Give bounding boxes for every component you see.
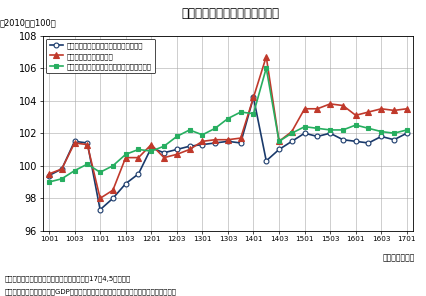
消費総合指数（内閣府） bbox=[110, 189, 115, 192]
消費総合指数（内閣府） bbox=[98, 197, 103, 200]
Line: 家計消費支出（除く持ち家の帰属家賃）: 家計消費支出（除く持ち家の帰属家賃） bbox=[46, 95, 409, 212]
家計消費支出（除く持ち家の帰属家賃） bbox=[289, 140, 294, 143]
消費総合指数（内閣府） bbox=[123, 156, 128, 160]
消費活動指数（日本銀行、旅行収支調整済） bbox=[251, 112, 256, 115]
家計消費支出（除く持ち家の帰属家賃） bbox=[264, 159, 269, 163]
家計消費支出（除く持ち家の帰属家賃） bbox=[85, 141, 90, 145]
消費総合指数（内閣府） bbox=[251, 96, 256, 99]
消費総合指数（内閣府） bbox=[72, 141, 77, 145]
Text: （注）消費総合指数、消費活動指数の直近は17年4,5月の平均: （注）消費総合指数、消費活動指数の直近は17年4,5月の平均 bbox=[4, 275, 130, 282]
家計消費支出（除く持ち家の帰属家賃） bbox=[315, 135, 320, 138]
消費活動指数（日本銀行、旅行収支調整済） bbox=[200, 133, 205, 136]
Line: 消費活動指数（日本銀行、旅行収支調整済）: 消費活動指数（日本銀行、旅行収支調整済） bbox=[46, 66, 409, 184]
家計消費支出（除く持ち家の帰属家賃） bbox=[187, 144, 192, 148]
家計消費支出（除く持ち家の帰属家賃） bbox=[46, 174, 52, 177]
消費活動指数（日本銀行、旅行収支調整済） bbox=[59, 177, 64, 181]
消費総合指数（内閣府） bbox=[391, 109, 397, 112]
消費活動指数（日本銀行、旅行収支調整済） bbox=[123, 153, 128, 156]
家計消費支出（除く持ち家の帰属家賃） bbox=[123, 182, 128, 186]
消費活動指数（日本銀行、旅行収支調整済） bbox=[366, 127, 371, 130]
消費総合指数（内閣府） bbox=[161, 156, 167, 160]
消費活動指数（日本銀行、旅行収支調整済） bbox=[110, 164, 115, 168]
消費活動指数（日本銀行、旅行収支調整済） bbox=[85, 163, 90, 166]
消費活動指数（日本銀行、旅行収支調整済） bbox=[149, 149, 154, 153]
家計消費支出（除く持ち家の帰属家賃） bbox=[59, 167, 64, 171]
消費総合指数（内閣府） bbox=[85, 143, 90, 147]
消費活動指数（日本銀行、旅行収支調整済） bbox=[315, 127, 320, 130]
消費総合指数（内閣府） bbox=[187, 148, 192, 151]
消費活動指数（日本銀行、旅行収支調整済） bbox=[46, 180, 52, 184]
消費総合指数（内閣府） bbox=[328, 102, 333, 106]
消費活動指数（日本銀行、旅行収支調整済） bbox=[289, 131, 294, 135]
消費活動指数（日本銀行、旅行収支調整済） bbox=[340, 128, 345, 132]
家計消費支出（除く持ち家の帰属家賃） bbox=[161, 151, 167, 155]
消費活動指数（日本銀行、旅行収支調整済） bbox=[302, 125, 307, 128]
消費総合指数（内閣府） bbox=[353, 114, 358, 117]
家計消費支出（除く持ち家の帰属家賃） bbox=[328, 131, 333, 135]
消費総合指数（内閣府） bbox=[379, 107, 384, 111]
家計消費支出（除く持ち家の帰属家賃） bbox=[213, 141, 218, 145]
家計消費支出（除く持ち家の帰属家賃） bbox=[404, 131, 409, 135]
家計消費支出（除く持ち家の帰属家賃） bbox=[149, 146, 154, 150]
消費活動指数（日本銀行、旅行収支調整済） bbox=[98, 170, 103, 174]
消費活動指数（日本銀行、旅行収支調整済） bbox=[328, 128, 333, 132]
家計消費支出（除く持ち家の帰属家賃） bbox=[72, 140, 77, 143]
消費活動指数（日本銀行、旅行収支調整済） bbox=[276, 140, 282, 143]
家計消費支出（除く持ち家の帰属家賃） bbox=[353, 140, 358, 143]
消費活動指数（日本銀行、旅行収支調整済） bbox=[72, 169, 77, 172]
消費総合指数（内閣府） bbox=[315, 107, 320, 111]
消費総合指数（内閣府） bbox=[225, 138, 230, 141]
家計消費支出（除く持ち家の帰属家賃） bbox=[340, 138, 345, 141]
消費活動指数（日本銀行、旅行収支調整済） bbox=[187, 128, 192, 132]
家計消費支出（除く持ち家の帰属家賃） bbox=[391, 138, 397, 141]
家計消費支出（除く持ち家の帰属家賃） bbox=[366, 141, 371, 145]
消費総合指数（内閣府） bbox=[200, 140, 205, 143]
家計消費支出（除く持ち家の帰属家賃） bbox=[379, 135, 384, 138]
家計消費支出（除く持ち家の帰属家賃） bbox=[251, 96, 256, 99]
消費活動指数（日本銀行、旅行収支調整済） bbox=[238, 110, 243, 114]
消費総合指数（内閣府） bbox=[136, 156, 141, 160]
消費活動指数（日本銀行、旅行収支調整済） bbox=[379, 130, 384, 133]
家計消費支出（除く持ち家の帰属家賃） bbox=[136, 172, 141, 176]
Text: （2010年＝100）: （2010年＝100） bbox=[0, 19, 57, 28]
消費活動指数（日本銀行、旅行収支調整済） bbox=[213, 127, 218, 130]
消費活動指数（日本銀行、旅行収支調整済） bbox=[136, 148, 141, 151]
家計消費支出（除く持ち家の帰属家賃） bbox=[302, 131, 307, 135]
家計消費支出（除く持ち家の帰属家賃） bbox=[174, 148, 179, 151]
消費活動指数（日本銀行、旅行収支調整済） bbox=[264, 66, 269, 70]
消費活動指数（日本銀行、旅行収支調整済） bbox=[391, 131, 397, 135]
家計消費支出（除く持ち家の帰属家賃） bbox=[98, 208, 103, 212]
消費活動指数（日本銀行、旅行収支調整済） bbox=[404, 128, 409, 132]
消費総合指数（内閣府） bbox=[404, 107, 409, 111]
家計消費支出（除く持ち家の帰属家賃） bbox=[110, 197, 115, 200]
消費総合指数（内閣府） bbox=[149, 143, 154, 147]
消費活動指数（日本銀行、旅行収支調整済） bbox=[225, 117, 230, 120]
消費総合指数（内閣府） bbox=[276, 140, 282, 143]
消費総合指数（内閣府） bbox=[46, 172, 52, 176]
Legend: 家計消費支出（除く持ち家の帰属家賃）, 消費総合指数（内閣府）, 消費活動指数（日本銀行、旅行収支調整済）: 家計消費支出（除く持ち家の帰属家賃）, 消費総合指数（内閣府）, 消費活動指数（… bbox=[46, 39, 155, 73]
消費総合指数（内閣府） bbox=[340, 104, 345, 107]
消費活動指数（日本銀行、旅行収支調整済） bbox=[161, 144, 167, 148]
家計消費支出（除く持ち家の帰属家賃） bbox=[238, 141, 243, 145]
Text: 図７　個人消費関連指標の推移: 図７ 個人消費関連指標の推移 bbox=[181, 7, 279, 20]
家計消費支出（除く持ち家の帰属家賃） bbox=[200, 143, 205, 147]
家計消費支出（除く持ち家の帰属家賃） bbox=[225, 140, 230, 143]
消費総合指数（内閣府） bbox=[264, 55, 269, 58]
消費総合指数（内閣府） bbox=[174, 153, 179, 156]
Line: 消費総合指数（内閣府）: 消費総合指数（内閣府） bbox=[46, 54, 410, 201]
消費総合指数（内閣府） bbox=[59, 167, 64, 171]
消費総合指数（内閣府） bbox=[366, 110, 371, 114]
家計消費支出（除く持ち家の帰属家賃） bbox=[276, 148, 282, 151]
Text: （資料）内閣府「四半期別GDP速報」、「消費総合指数」、日本銀行「消費活動指数」: （資料）内閣府「四半期別GDP速報」、「消費総合指数」、日本銀行「消費活動指数」 bbox=[4, 289, 176, 295]
消費総合指数（内閣府） bbox=[289, 130, 294, 133]
消費総合指数（内閣府） bbox=[213, 138, 218, 141]
消費総合指数（内閣府） bbox=[238, 136, 243, 140]
消費総合指数（内閣府） bbox=[302, 107, 307, 111]
Text: （年・四半期）: （年・四半期） bbox=[383, 253, 415, 262]
消費活動指数（日本銀行、旅行収支調整済） bbox=[174, 135, 179, 138]
消費活動指数（日本銀行、旅行収支調整済） bbox=[353, 123, 358, 127]
